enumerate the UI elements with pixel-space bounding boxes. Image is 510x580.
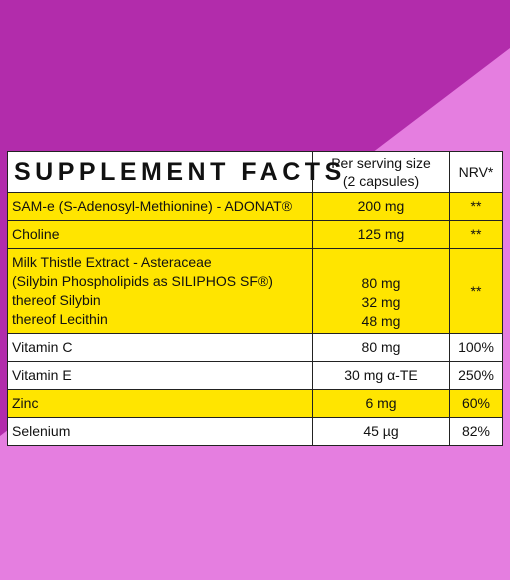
table-row: Zinc 6 mg 60%: [7, 389, 503, 418]
ingredient-nrv: 60%: [449, 389, 503, 418]
ingredient-amount: 45 µg: [312, 417, 450, 446]
ingredient-name: Selenium: [7, 417, 313, 446]
serving-size-header: Per serving size (2 capsules): [312, 151, 450, 193]
ingredient-nrv: **: [449, 248, 503, 334]
ingredient-amount: 125 mg: [312, 220, 450, 249]
ingredient-amount: 200 mg: [312, 192, 450, 221]
table-row: SAM-e (S-Adenosyl-Methionine) - ADONAT® …: [7, 192, 503, 221]
ingredient-name-line: thereof Lecithin: [12, 311, 108, 327]
ingredient-name: Zinc: [7, 389, 313, 418]
ingredient-nrv: **: [449, 220, 503, 249]
table-header-row: SUPPLEMENT FACTS Per serving size (2 cap…: [7, 151, 503, 193]
table-title: SUPPLEMENT FACTS: [7, 151, 341, 193]
ingredient-amount-line: 80 mg: [361, 275, 401, 291]
serving-size-label: Per serving size: [331, 155, 431, 171]
ingredient-amount-line: 32 mg: [361, 294, 401, 310]
ingredient-name-line: (Silybin Phospholipids as SILIPHOS SF®): [12, 273, 273, 289]
ingredient-name: SAM-e (S-Adenosyl-Methionine) - ADONAT®: [7, 192, 313, 221]
ingredient-nrv: 250%: [449, 361, 503, 390]
table-row: Milk Thistle Extract - Asteraceae (Silyb…: [7, 248, 503, 334]
ingredient-amount: 30 mg α-TE: [312, 361, 450, 390]
table-row: Choline 125 mg **: [7, 220, 503, 249]
ingredient-amount: 80 mg: [312, 333, 450, 362]
ingredient-nrv: 100%: [449, 333, 503, 362]
ingredient-name: Choline: [7, 220, 313, 249]
ingredient-name-line: Milk Thistle Extract - Asteraceae: [12, 254, 212, 270]
supplement-facts-table: SUPPLEMENT FACTS Per serving size (2 cap…: [7, 151, 503, 446]
ingredient-amount-line: 48 mg: [361, 313, 401, 329]
serving-size-note: (2 capsules): [342, 173, 420, 189]
ingredient-amount: 80 mg 32 mg 48 mg: [312, 248, 450, 334]
ingredient-name: Vitamin E: [7, 361, 313, 390]
ingredient-name: Milk Thistle Extract - Asteraceae (Silyb…: [7, 248, 313, 334]
ingredient-nrv: **: [449, 192, 503, 221]
ingredient-nrv: 82%: [449, 417, 503, 446]
ingredient-name: Vitamin C: [7, 333, 313, 362]
table-row: Selenium 45 µg 82%: [7, 417, 503, 446]
table-row: Vitamin C 80 mg 100%: [7, 333, 503, 362]
nrv-header: NRV*: [449, 151, 503, 193]
ingredient-name-line: thereof Silybin: [12, 292, 101, 308]
table-row: Vitamin E 30 mg α-TE 250%: [7, 361, 503, 390]
ingredient-amount: 6 mg: [312, 389, 450, 418]
